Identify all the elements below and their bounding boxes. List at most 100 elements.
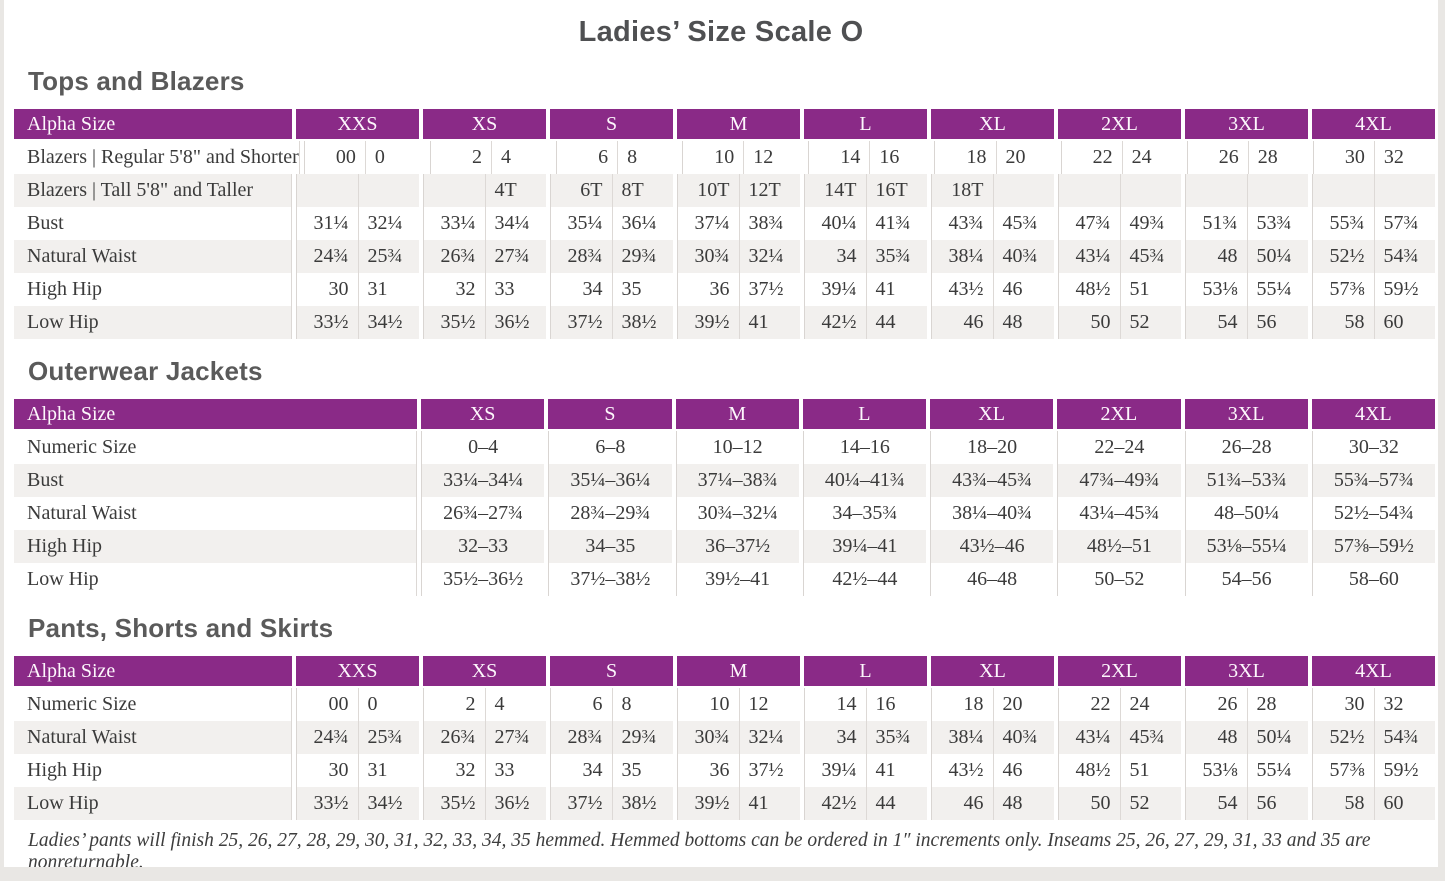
row-label: Bust bbox=[14, 207, 292, 240]
size-value: 43¼ bbox=[1075, 726, 1111, 748]
size-value: 42½–44 bbox=[802, 563, 926, 596]
size-cell-group: 24¾ 25¾ bbox=[296, 721, 419, 754]
size-value: 32–33 bbox=[421, 530, 545, 563]
size-cell-group: 00 0 bbox=[303, 141, 426, 174]
size-value bbox=[1313, 174, 1374, 207]
size-value: 37½ bbox=[567, 792, 603, 814]
size-value: 10 bbox=[709, 693, 730, 715]
table-row: High Hip 32–33 34–35 36–37½ 39¼–41 43½–46 48½–… bbox=[14, 530, 1435, 563]
row-label: Natural Waist bbox=[14, 721, 292, 754]
size-value: 54¾ bbox=[1373, 240, 1436, 273]
size-value: 30 bbox=[328, 759, 349, 781]
size-cell-group: 37½ 38½ bbox=[550, 306, 673, 339]
size-cell-group: 33½ 34½ bbox=[296, 787, 419, 820]
size-cell-group: 30 31 bbox=[296, 273, 419, 306]
size-value: 36–37½ bbox=[675, 530, 799, 563]
outerwear-jackets-table: Alpha Size XS S M L XL 2XL 3XL 4XL Numeric Size 0–… bbox=[14, 399, 1435, 596]
size-cell-group: 18 20 bbox=[934, 141, 1056, 174]
size-value: 12 bbox=[738, 688, 801, 721]
size-value: 36 bbox=[709, 759, 730, 781]
column-header-size: S bbox=[550, 656, 673, 686]
size-value: 26¾ bbox=[440, 245, 476, 267]
size-cell-group: 46 48 bbox=[931, 787, 1054, 820]
size-value: 8 bbox=[617, 141, 678, 174]
row-label: Numeric Size bbox=[14, 431, 417, 464]
size-value: 44 bbox=[865, 306, 928, 339]
size-value: 52½–54¾ bbox=[1311, 497, 1435, 530]
size-value: 24 bbox=[1119, 688, 1182, 721]
size-value: 37¼–38¾ bbox=[675, 464, 799, 497]
size-value: 53⅛ bbox=[1202, 278, 1238, 300]
column-header-size: 2XL bbox=[1058, 656, 1181, 686]
size-value: 55¾–57¾ bbox=[1311, 464, 1435, 497]
size-value: 51¾–53¾ bbox=[1184, 464, 1308, 497]
column-header-size: XS bbox=[421, 399, 545, 429]
size-value: 32¼ bbox=[357, 207, 420, 240]
size-cell-group: 43¼ 45¾ bbox=[1058, 240, 1181, 273]
size-value: 54 bbox=[1217, 792, 1238, 814]
column-header-size: 3XL bbox=[1185, 109, 1308, 139]
size-value: 51 bbox=[1119, 273, 1182, 306]
row-label: High Hip bbox=[14, 754, 292, 787]
size-value: 0 bbox=[357, 688, 420, 721]
size-value: 58 bbox=[1344, 311, 1365, 333]
size-value: 24¾ bbox=[313, 245, 349, 267]
column-header-size: XS bbox=[423, 109, 546, 139]
size-value: 26¾ bbox=[440, 726, 476, 748]
size-cell-group: 37¼ 38¾ bbox=[677, 207, 800, 240]
size-value: 27¾ bbox=[484, 240, 547, 273]
size-cell-group: 58 60 bbox=[1312, 787, 1435, 820]
row-label: Blazers | Regular 5'8" and Shorter bbox=[14, 141, 300, 174]
size-cell-group: 6T 8T bbox=[550, 174, 673, 207]
size-value: 20 bbox=[992, 688, 1055, 721]
size-value: 28¾–29¾ bbox=[548, 497, 671, 530]
column-header-alpha-size: Alpha Size bbox=[14, 109, 292, 139]
size-value: 6 bbox=[598, 146, 609, 168]
row-label: Natural Waist bbox=[14, 240, 292, 273]
size-cell-group: 50 52 bbox=[1058, 787, 1181, 820]
size-cell-group bbox=[1058, 174, 1181, 207]
size-value: 50 bbox=[1090, 311, 1111, 333]
row-label: High Hip bbox=[14, 530, 417, 563]
size-value: 52½ bbox=[1329, 245, 1365, 267]
table-row: Low Hip 35½–36½ 37½–38½ 39½–41 42½–44 46–48 50… bbox=[14, 563, 1435, 596]
column-header-size: XXS bbox=[296, 656, 419, 686]
size-value: 40¼–41¾ bbox=[802, 464, 926, 497]
size-cell-group: 54 56 bbox=[1185, 787, 1308, 820]
size-cell-group: 26¾ 27¾ bbox=[423, 721, 546, 754]
size-value: 28 bbox=[1247, 141, 1309, 174]
column-header-size: XL bbox=[931, 109, 1054, 139]
size-value: 10T bbox=[697, 179, 730, 201]
size-cell-group: 34 35¾ bbox=[804, 721, 927, 754]
size-value bbox=[1373, 174, 1436, 207]
size-cell-group: 33¼ 34¼ bbox=[423, 207, 546, 240]
size-value: 35¾ bbox=[865, 240, 928, 273]
table-header-row: Alpha Size XXS XS S M L XL 2XL 3XL 4XL bbox=[14, 109, 1435, 139]
column-header-size: 2XL bbox=[1057, 399, 1181, 429]
size-value: 27¾ bbox=[484, 721, 547, 754]
row-label: High Hip bbox=[14, 273, 292, 306]
size-value: 41¾ bbox=[865, 207, 928, 240]
page-title: Ladies’ Size Scale O bbox=[578, 16, 864, 48]
column-header-size: 4XL bbox=[1312, 656, 1435, 686]
size-cell-group: 18T bbox=[931, 174, 1054, 207]
size-cell-group: 14T 16T bbox=[804, 174, 927, 207]
size-value: 55¼ bbox=[1246, 754, 1309, 787]
size-cell-group: 48½ 51 bbox=[1058, 273, 1181, 306]
size-value: 57⅜ bbox=[1329, 759, 1365, 781]
size-value: 31 bbox=[357, 273, 420, 306]
size-value: 35 bbox=[611, 754, 674, 787]
size-cell-group: 38¼ 40¾ bbox=[931, 721, 1054, 754]
size-value: 40¾ bbox=[992, 721, 1055, 754]
size-value: 38¼ bbox=[948, 245, 984, 267]
size-value: 41 bbox=[865, 754, 928, 787]
size-cell-group: 30 32 bbox=[1312, 141, 1435, 174]
table-row: Natural Waist 26¾–27¾ 28¾–29¾ 30¾–32¼ 34–35¾… bbox=[14, 497, 1435, 530]
size-value: 30 bbox=[1344, 146, 1365, 168]
size-cell-group: 24¾ 25¾ bbox=[296, 240, 419, 273]
size-value: 28¾ bbox=[567, 726, 603, 748]
size-value: 52 bbox=[1119, 787, 1182, 820]
size-value: 36¼ bbox=[611, 207, 674, 240]
size-cell-group: 32 33 bbox=[423, 273, 546, 306]
